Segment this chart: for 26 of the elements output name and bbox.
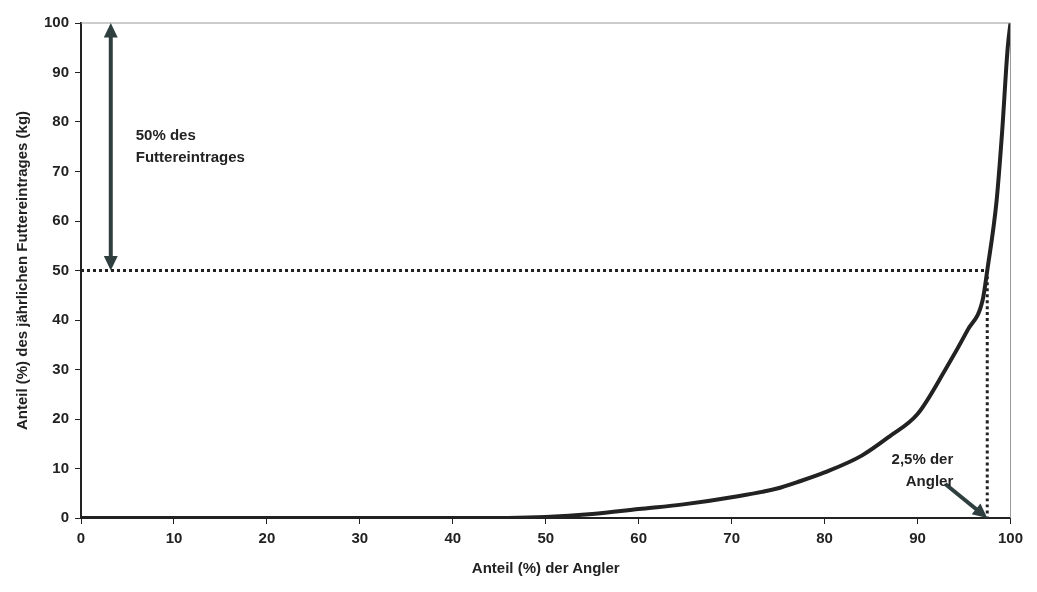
- y-tick-label: 40: [52, 310, 70, 328]
- x-tick-label: 10: [165, 529, 183, 547]
- x-tick-label: 60: [630, 529, 648, 547]
- y-tick-label: 90: [52, 62, 70, 80]
- y-tick-label: 50: [52, 260, 70, 278]
- y-tick-label: 100: [44, 13, 70, 31]
- annotation: 50% des Futtereintrages: [135, 125, 245, 165]
- x-tick-label: 70: [723, 529, 740, 547]
- y-tick-label: 10: [52, 458, 70, 476]
- y-tick-label: 60: [52, 211, 70, 229]
- y-tick-label: 70: [52, 161, 70, 179]
- annotation: 2,5% der Angler: [891, 450, 954, 490]
- x-tick-label: 90: [909, 529, 926, 547]
- x-tick-label: 30: [351, 529, 369, 547]
- x-tick-label: 40: [444, 529, 462, 547]
- y-axis-title: Anteil (%) des jährlichen Futtereintrages (kg): [13, 110, 31, 431]
- y-tick-label: 0: [60, 508, 70, 526]
- x-tick-label: 20: [258, 529, 276, 547]
- x-tick-label: 0: [76, 529, 86, 547]
- y-tick-label: 30: [52, 359, 70, 377]
- x-axis-title: Anteil (%) der Angler: [471, 559, 620, 577]
- x-tick-label: 80: [816, 529, 833, 547]
- y-tick-label: 20: [52, 409, 70, 427]
- y-tick-label: 80: [52, 112, 70, 130]
- x-tick-label: 100: [997, 529, 1023, 547]
- x-tick-label: 50: [537, 529, 555, 547]
